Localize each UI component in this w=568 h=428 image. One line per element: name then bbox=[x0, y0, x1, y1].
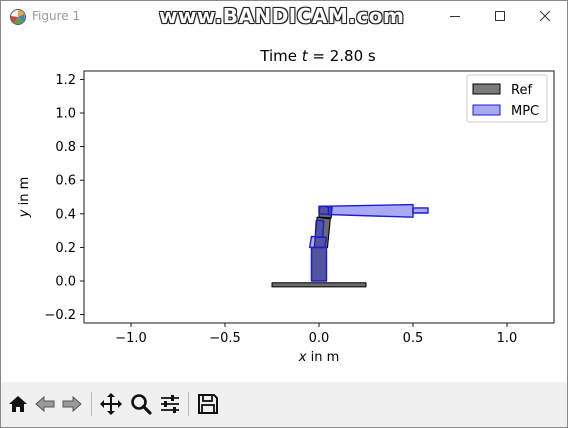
x-axis-ticks: −1.0 −0.5 0.0 0.5 1.0 bbox=[115, 323, 517, 346]
y-tick-label: 0.0 bbox=[55, 275, 76, 290]
y-tick-label: 1.0 bbox=[55, 107, 76, 122]
maximize-button[interactable] bbox=[477, 1, 522, 31]
mpc-link-2 bbox=[308, 235, 328, 249]
mpc-link-5 bbox=[327, 203, 414, 218]
figure-canvas[interactable]: Time t = 2.80 s −1.0 −0.5 0.0 0.5 1.0 −0.2 0.… bbox=[1, 32, 567, 382]
mpc-link-6 bbox=[412, 207, 429, 214]
y-tick-label: 0.4 bbox=[55, 207, 76, 222]
home-button[interactable] bbox=[4, 390, 32, 418]
y-tick-label: 0.8 bbox=[55, 140, 76, 155]
mpc-link-3 bbox=[314, 219, 325, 239]
title-bar[interactable]: Figure 1 www.BANDICAM.com bbox=[1, 1, 567, 32]
close-icon bbox=[539, 10, 551, 22]
mpc-arm bbox=[308, 203, 429, 282]
x-tick-label: 1.0 bbox=[497, 331, 518, 346]
y-axis-label: y in m bbox=[17, 177, 32, 218]
matplotlib-app-icon bbox=[10, 9, 26, 25]
x-tick-label: 0.0 bbox=[309, 331, 330, 346]
toolbar-separator bbox=[188, 392, 189, 416]
home-icon bbox=[9, 396, 27, 412]
plot-title: Time t = 2.80 s bbox=[259, 47, 376, 65]
forward-arrow-icon bbox=[62, 395, 82, 413]
x-axis-label: x in m bbox=[298, 350, 339, 365]
legend-label: MPC bbox=[511, 104, 539, 119]
save-button[interactable] bbox=[194, 390, 222, 418]
ground-layer bbox=[271, 282, 367, 288]
toolbar-separator bbox=[91, 392, 92, 416]
back-arrow-icon bbox=[35, 395, 55, 413]
forward-button[interactable] bbox=[58, 390, 86, 418]
back-button[interactable] bbox=[31, 390, 59, 418]
ground-plate bbox=[271, 282, 367, 288]
legend-swatch bbox=[472, 104, 501, 116]
x-tick-label: −1.0 bbox=[115, 331, 147, 346]
zoom-icon bbox=[131, 394, 152, 415]
navigation-toolbar bbox=[1, 382, 567, 427]
save-icon bbox=[198, 394, 218, 414]
mpc-link-1 bbox=[310, 246, 328, 282]
window-title: Figure 1 bbox=[32, 9, 81, 23]
y-tick-label: 1.2 bbox=[55, 73, 76, 88]
y-tick-label: −0.2 bbox=[44, 308, 76, 323]
zoom-button[interactable] bbox=[127, 390, 155, 418]
robot-arm-plot[interactable]: Time t = 2.80 s −1.0 −0.5 0.0 0.5 1.0 −0.2 0.… bbox=[1, 32, 567, 382]
y-tick-label: 0.2 bbox=[55, 241, 76, 256]
minimize-button[interactable] bbox=[432, 1, 477, 31]
configure-subplots-button[interactable] bbox=[156, 390, 184, 418]
pan-button[interactable] bbox=[97, 390, 125, 418]
y-tick-label: 0.6 bbox=[55, 174, 76, 189]
legend-label: Ref bbox=[511, 83, 532, 98]
x-tick-label: 0.5 bbox=[403, 331, 424, 346]
move-icon bbox=[100, 393, 122, 415]
x-tick-label: −0.5 bbox=[209, 331, 241, 346]
legend-swatch bbox=[472, 83, 501, 95]
legend: Ref MPC bbox=[466, 74, 548, 123]
minimize-icon bbox=[450, 16, 460, 17]
close-button[interactable] bbox=[522, 1, 567, 31]
y-axis-ticks: −0.2 0.0 0.2 0.4 0.6 0.8 1.0 1.2 bbox=[44, 73, 84, 323]
sliders-icon bbox=[161, 395, 179, 413]
bandicam-watermark: www.BANDICAM.com bbox=[159, 4, 405, 28]
maximize-icon bbox=[495, 11, 505, 21]
